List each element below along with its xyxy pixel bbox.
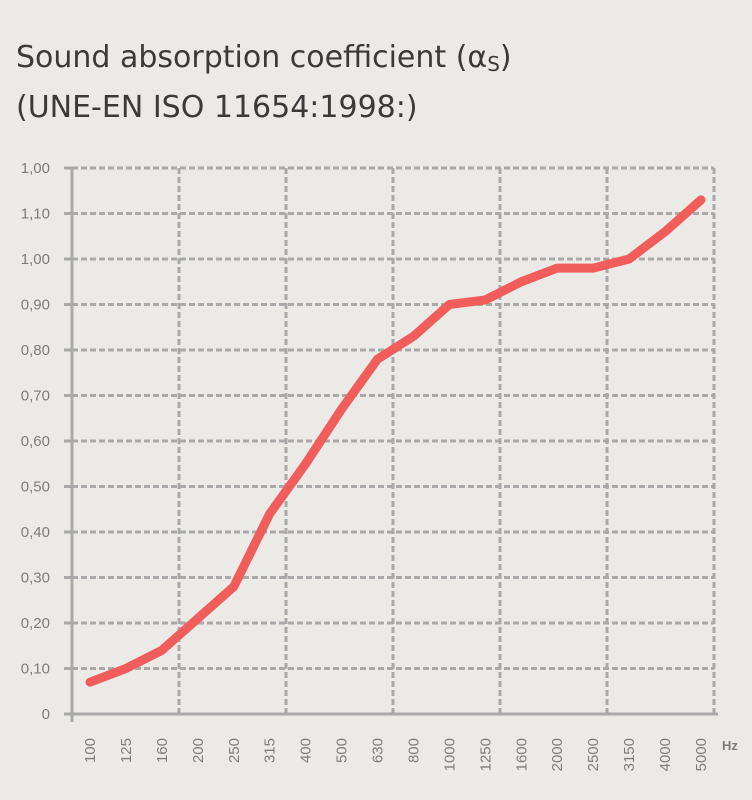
data-point xyxy=(377,358,379,360)
data-point xyxy=(628,258,630,260)
data-point xyxy=(556,267,558,269)
y-tick-label: 0,50 xyxy=(21,479,50,496)
data-point xyxy=(233,586,235,588)
x-tick-label: 4000 xyxy=(657,738,674,771)
data-point xyxy=(125,668,127,669)
x-tick-label: 5000 xyxy=(693,738,710,771)
x-tick-label: 200 xyxy=(190,738,207,763)
data-point xyxy=(448,304,450,305)
data-point xyxy=(161,649,163,651)
chart-title-line-2: (UNE-EN ISO 11654:1998:) xyxy=(16,90,418,125)
data-point xyxy=(520,281,522,283)
y-tick-label: 0,10 xyxy=(21,661,50,678)
x-tick-label: 1000 xyxy=(441,738,458,771)
x-tick-labels: 100 125 160 200 250 315 400 500 630 800 1000 1250 16… xyxy=(82,738,738,771)
title-subscript: S xyxy=(487,52,500,76)
x-tick-label: 400 xyxy=(298,738,315,763)
x-tick-label: 160 xyxy=(154,738,171,763)
x-tick-label: 100 xyxy=(82,738,99,763)
data-point xyxy=(341,408,343,410)
data-point xyxy=(269,513,271,515)
chart-title-line-1: Sound absorption coefficient (αS) xyxy=(16,40,512,76)
y-tick-label: 0,40 xyxy=(21,524,50,541)
y-tick-label: 0,60 xyxy=(21,433,50,450)
x-tick-label: 250 xyxy=(226,738,243,763)
series-layer xyxy=(85,195,706,687)
x-unit-label: Hz xyxy=(722,738,738,753)
chart-title: Sound absorption coefficient (αS) (UNE-E… xyxy=(16,36,512,130)
y-tick-label: 1,00 xyxy=(21,160,50,177)
data-point xyxy=(197,617,199,619)
y-tick-label: 0 xyxy=(42,706,50,723)
x-tick-label: 1600 xyxy=(513,738,530,771)
y-tick-label: 1,10 xyxy=(21,206,50,223)
axes xyxy=(70,168,718,722)
y-tick-label: 0,20 xyxy=(21,615,50,632)
y-tick-label: 1,00 xyxy=(21,251,50,268)
y-tick-label: 0,30 xyxy=(21,570,50,587)
series-line xyxy=(85,195,706,687)
data-point xyxy=(664,231,666,233)
x-tick-label: 3150 xyxy=(621,738,638,771)
data-point xyxy=(89,681,91,683)
y-tick-labels: 0 0,10 0,20 0,30 0,40 0,50 0,60 0,70 0,80 0,90 1,0… xyxy=(21,160,50,723)
x-tick-label: 2500 xyxy=(585,738,602,771)
data-point xyxy=(484,299,486,301)
y-tick-label: 0,80 xyxy=(21,342,50,359)
x-tick-label: 500 xyxy=(334,738,351,763)
x-tick-label: 315 xyxy=(262,738,279,763)
grid-lines xyxy=(64,166,716,716)
data-point xyxy=(412,335,414,337)
x-tick-label: 800 xyxy=(405,738,422,763)
x-tick-label: 2000 xyxy=(549,738,566,771)
x-tick-label: 1250 xyxy=(477,738,494,771)
data-point xyxy=(305,463,307,465)
data-point xyxy=(592,267,594,269)
x-tick-label: 630 xyxy=(370,738,387,763)
x-tick-label: 125 xyxy=(118,738,135,763)
y-tick-label: 0,90 xyxy=(21,297,50,314)
data-point xyxy=(700,199,702,201)
y-tick-label: 0,70 xyxy=(21,388,50,405)
